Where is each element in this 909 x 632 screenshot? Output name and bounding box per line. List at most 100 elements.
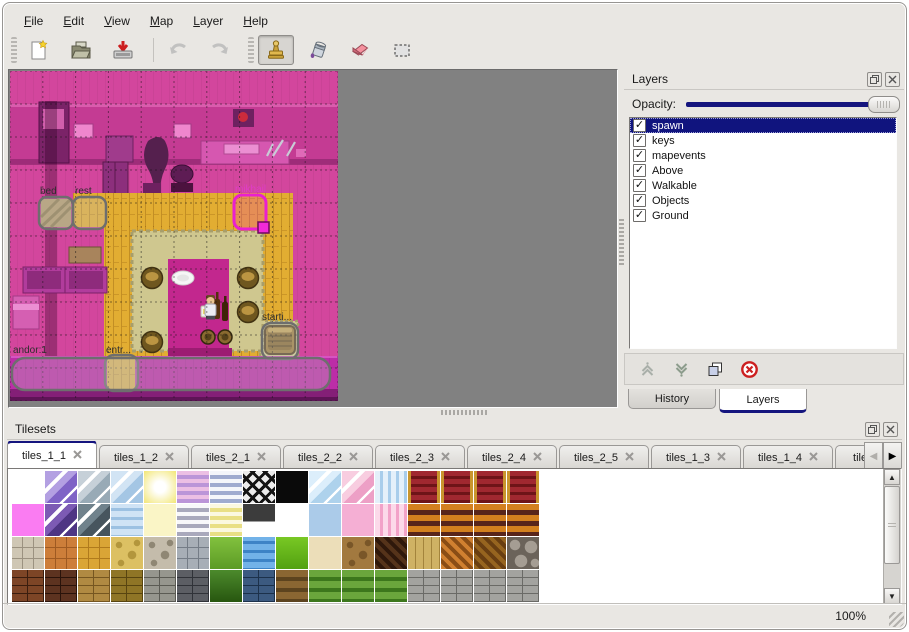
tileset-tile[interactable]: [176, 503, 209, 536]
tileset-tab-tiles_1_4[interactable]: tiles_1_4: [743, 445, 833, 469]
tileset-tile[interactable]: [407, 536, 440, 569]
close-panel-icon[interactable]: [883, 422, 898, 437]
tileset-tile[interactable]: [11, 470, 44, 503]
close-tab-icon[interactable]: [73, 450, 82, 462]
menu-help[interactable]: Help: [243, 13, 268, 28]
tileset-tile[interactable]: [77, 470, 110, 503]
tileset-tile[interactable]: [374, 569, 407, 602]
close-tab-icon[interactable]: [809, 451, 818, 464]
scrollbar-thumb[interactable]: [884, 486, 900, 564]
tileset-tab-tiles_2_5[interactable]: tiles_2_5: [559, 445, 649, 469]
object-rest[interactable]: [71, 195, 108, 231]
layer-visibility-checkbox[interactable]: ✓: [633, 119, 646, 132]
tileset-tile[interactable]: [143, 470, 176, 503]
tileset-tile[interactable]: [143, 503, 176, 536]
float-panel-icon[interactable]: [865, 422, 880, 437]
tileset-tab-tiles_1_3[interactable]: tiles_1_3: [651, 445, 741, 469]
tileset-tile[interactable]: [473, 536, 506, 569]
horizontal-splitter[interactable]: [441, 410, 487, 415]
opacity-slider[interactable]: [686, 95, 900, 113]
tileset-tile[interactable]: [308, 503, 341, 536]
tileset-tile[interactable]: [440, 503, 473, 536]
dock-tab-layers[interactable]: Layers: [719, 389, 807, 413]
tileset-tile[interactable]: [242, 470, 275, 503]
tileset-tile[interactable]: [506, 569, 539, 602]
tileset-scrollbar[interactable]: ▲ ▼: [883, 469, 901, 604]
tileset-tile[interactable]: [374, 470, 407, 503]
rect-select-button[interactable]: [384, 35, 420, 65]
tileset-tile[interactable]: [110, 536, 143, 569]
layer-row-Above[interactable]: ✓ Above: [630, 163, 896, 178]
new-map-button[interactable]: [21, 35, 57, 65]
tileset-tile[interactable]: [209, 569, 242, 602]
close-tab-icon[interactable]: [533, 451, 542, 464]
stamp-brush-button[interactable]: [258, 35, 294, 65]
tileset-tile[interactable]: [506, 503, 539, 536]
save-map-button[interactable]: [105, 35, 141, 65]
tileset-tile[interactable]: [407, 503, 440, 536]
tileset-view[interactable]: ▲ ▼: [7, 468, 902, 605]
scroll-tabs-left-icon[interactable]: ◀: [864, 442, 883, 470]
tileset-tab-tiles_1_[interactable]: tiles_1_: [835, 445, 866, 469]
vertical-splitter[interactable]: [619, 219, 624, 265]
tileset-tile[interactable]: [341, 536, 374, 569]
tileset-tile[interactable]: [374, 536, 407, 569]
tileset-tile[interactable]: [110, 470, 143, 503]
tileset-tab-tiles_2_4[interactable]: tiles_2_4: [467, 445, 557, 469]
tileset-tab-tiles_2_2[interactable]: tiles_2_2: [283, 445, 373, 469]
open-map-button[interactable]: [63, 35, 99, 65]
tileset-tile[interactable]: [341, 569, 374, 602]
scroll-tabs-right-icon[interactable]: ▶: [883, 442, 902, 470]
layer-row-spawn[interactable]: ✓ spawn: [630, 118, 896, 133]
scroll-up-icon[interactable]: ▲: [884, 469, 900, 485]
duplicate-layer-button[interactable]: [703, 357, 727, 381]
tileset-tile[interactable]: [209, 536, 242, 569]
tileset-tab-tiles_1_1[interactable]: tiles_1_1: [7, 441, 97, 469]
tileset-tile[interactable]: [440, 569, 473, 602]
tileset-tile[interactable]: [44, 569, 77, 602]
tileset-tile[interactable]: [308, 470, 341, 503]
tileset-tile[interactable]: [242, 536, 275, 569]
tileset-tile[interactable]: [77, 503, 110, 536]
tileset-tile[interactable]: [275, 569, 308, 602]
tileset-tile[interactable]: [407, 569, 440, 602]
object-bed[interactable]: [37, 195, 75, 231]
tileset-tile[interactable]: [341, 503, 374, 536]
tileset-tile[interactable]: [110, 503, 143, 536]
bucket-fill-button[interactable]: [300, 35, 336, 65]
tileset-tile[interactable]: [242, 503, 275, 536]
layer-visibility-checkbox[interactable]: ✓: [633, 149, 646, 162]
tileset-tile[interactable]: [44, 503, 77, 536]
map-viewport[interactable]: bed rest mikhail starti... entr... andor…: [8, 69, 618, 408]
map-canvas[interactable]: bed rest mikhail starti... entr... andor…: [10, 71, 338, 401]
close-tab-icon[interactable]: [625, 451, 634, 464]
tileset-tile[interactable]: [275, 503, 308, 536]
lower-layer-button[interactable]: [669, 357, 693, 381]
tileset-tile[interactable]: [374, 503, 407, 536]
float-panel-icon[interactable]: [867, 72, 882, 87]
tileset-tile[interactable]: [275, 536, 308, 569]
tileset-tile[interactable]: [44, 536, 77, 569]
object-mikhail-selected[interactable]: [232, 193, 270, 234]
close-tab-icon[interactable]: [165, 451, 174, 464]
dock-tab-history[interactable]: History: [628, 389, 716, 409]
tileset-tile[interactable]: [176, 569, 209, 602]
tileset-tile[interactable]: [440, 470, 473, 503]
tileset-tile[interactable]: [110, 569, 143, 602]
resize-grip[interactable]: [889, 612, 904, 627]
tileset-tile[interactable]: [11, 569, 44, 602]
opacity-slider-track[interactable]: [686, 102, 894, 107]
layer-visibility-checkbox[interactable]: ✓: [633, 209, 646, 222]
tileset-tile[interactable]: [77, 569, 110, 602]
opacity-slider-handle[interactable]: [868, 96, 900, 113]
tileset-tile[interactable]: [506, 470, 539, 503]
tileset-tile[interactable]: [440, 536, 473, 569]
object-bottom-strip[interactable]: [10, 356, 332, 392]
tileset-tile[interactable]: [473, 503, 506, 536]
tileset-tile[interactable]: [11, 503, 44, 536]
close-panel-icon[interactable]: [885, 72, 900, 87]
tileset-tile[interactable]: [473, 569, 506, 602]
layer-row-keys[interactable]: ✓ keys: [630, 133, 896, 148]
layer-list[interactable]: ✓ spawn ✓ keys ✓ mapevents ✓ Above ✓ Walkable ✓ Obj…: [629, 117, 897, 349]
tileset-tab-tiles_1_2[interactable]: tiles_1_2: [99, 445, 189, 469]
